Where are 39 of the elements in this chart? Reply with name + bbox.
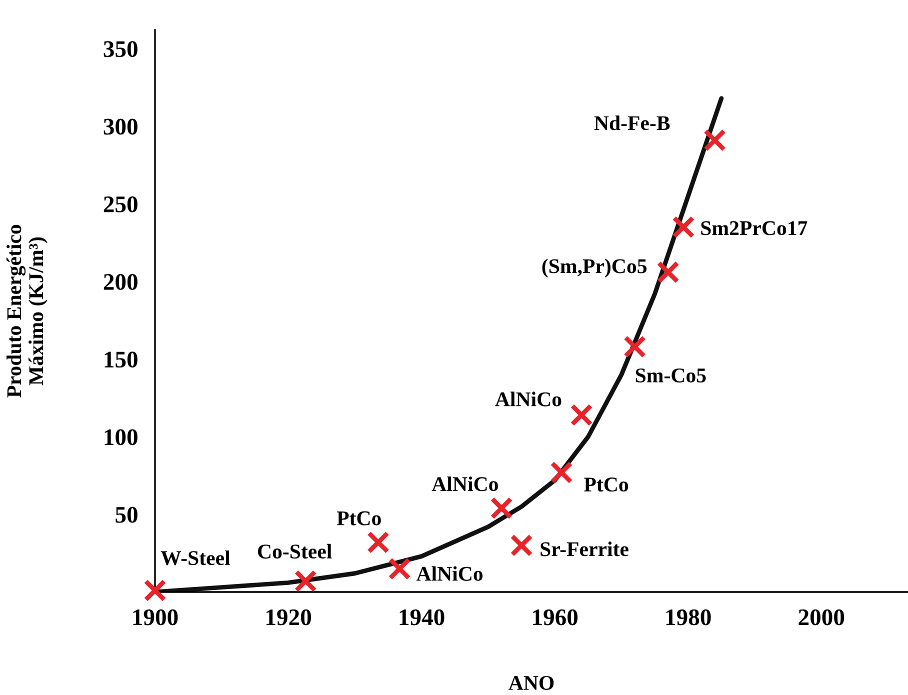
point [510, 534, 533, 557]
annotation: AlNiCo [416, 566, 483, 581]
annotation: Sm-Co5 [636, 368, 706, 382]
point [570, 404, 593, 426]
annotation: Nd-Fe-B [594, 116, 670, 130]
point [550, 461, 573, 484]
x-tick-label: 1940 [400, 609, 444, 626]
annotation: AlNiCo [432, 476, 498, 492]
y-tick-label: 100 [104, 429, 138, 446]
point [624, 335, 646, 358]
x-tick-label: 1900 [133, 609, 178, 626]
annotation: PtCo [336, 511, 381, 526]
annotation: AlNiCo [495, 392, 562, 406]
point [144, 579, 166, 602]
point [672, 216, 695, 238]
point [388, 557, 411, 580]
x-tick-label: 1920 [266, 609, 311, 626]
y-tick-label: 200 [104, 274, 138, 290]
x-tick-label: 1960 [533, 609, 578, 626]
x-axis-title: ANO [508, 676, 554, 690]
y-axis-title: Produto Energético Máximo (KJ/m³) [6, 224, 48, 398]
x-tick-label: 1980 [666, 609, 711, 626]
y-tick-label: 300 [104, 118, 138, 135]
annotation: (Sm,Pr)Co5 [542, 258, 647, 278]
point [703, 128, 726, 152]
y-tick-label: 50 [116, 506, 138, 523]
annotation: Sm2PrCo17 [701, 221, 808, 236]
annotation: PtCo [584, 478, 628, 492]
point [490, 496, 513, 520]
point [366, 531, 390, 554]
annotation: W-Steel [160, 550, 230, 566]
y-tick-label: 250 [104, 196, 138, 212]
y-tick-label: 350 [104, 41, 138, 58]
x-tick-label: 2000 [798, 609, 844, 626]
point [656, 260, 680, 284]
annotation: Sr-Ferrite [540, 542, 628, 556]
annotation: Co-Steel [258, 544, 332, 559]
y-tick-label: 150 [104, 352, 138, 368]
point [294, 570, 317, 592]
